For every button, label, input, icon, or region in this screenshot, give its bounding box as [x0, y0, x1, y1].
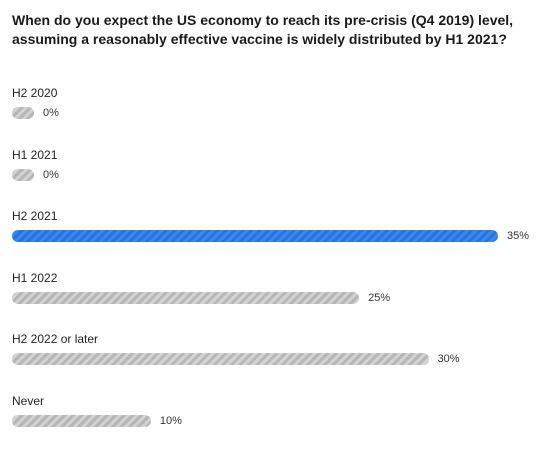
poll-option-row: H2 2021 35% — [12, 209, 542, 271]
option-label: Never — [12, 393, 45, 408]
result-bar — [12, 353, 429, 366]
option-label: H1 2021 — [12, 147, 58, 162]
bar-track: 30% — [12, 353, 542, 366]
percent-label: 10% — [159, 414, 182, 427]
poll-option-row: Never 10% — [12, 394, 542, 456]
bar-track: 10% — [12, 414, 542, 427]
poll-option-row: H2 2020 0% — [12, 86, 542, 148]
option-label: H2 2020 — [12, 86, 58, 100]
percent-label: 30% — [437, 353, 460, 366]
poll-option-row: H1 2022 25% — [12, 271, 542, 333]
percent-label: 25% — [368, 291, 391, 304]
option-label: H1 2022 — [12, 270, 58, 285]
poll-option-row: H1 2021 0% — [12, 148, 542, 210]
bar-track: 0% — [12, 107, 542, 119]
poll-results-chart: When do you expect the US economy to rea… — [12, 12, 529, 427]
option-label: H2 2021 — [12, 209, 58, 224]
poll-option-row: H2 2022 or later 30% — [12, 332, 542, 394]
chart-title: When do you expect the US economy to rea… — [12, 12, 514, 47]
percent-label: 35% — [507, 230, 530, 243]
result-bar — [12, 107, 34, 119]
result-bar — [12, 291, 360, 304]
bar-track: 25% — [12, 291, 542, 304]
percent-label: 0% — [43, 107, 59, 119]
result-bar — [12, 230, 498, 243]
result-bar — [12, 414, 151, 427]
result-bar — [12, 168, 34, 181]
option-label: H2 2022 or later — [12, 332, 99, 347]
bar-track: 35% — [12, 230, 542, 243]
bar-track: 0% — [12, 168, 542, 181]
percent-label: 0% — [43, 168, 59, 181]
poll-options: H2 2020 0% H1 2021 0% H2 2021 35% H1 2022 25% H2… — [12, 86, 542, 456]
